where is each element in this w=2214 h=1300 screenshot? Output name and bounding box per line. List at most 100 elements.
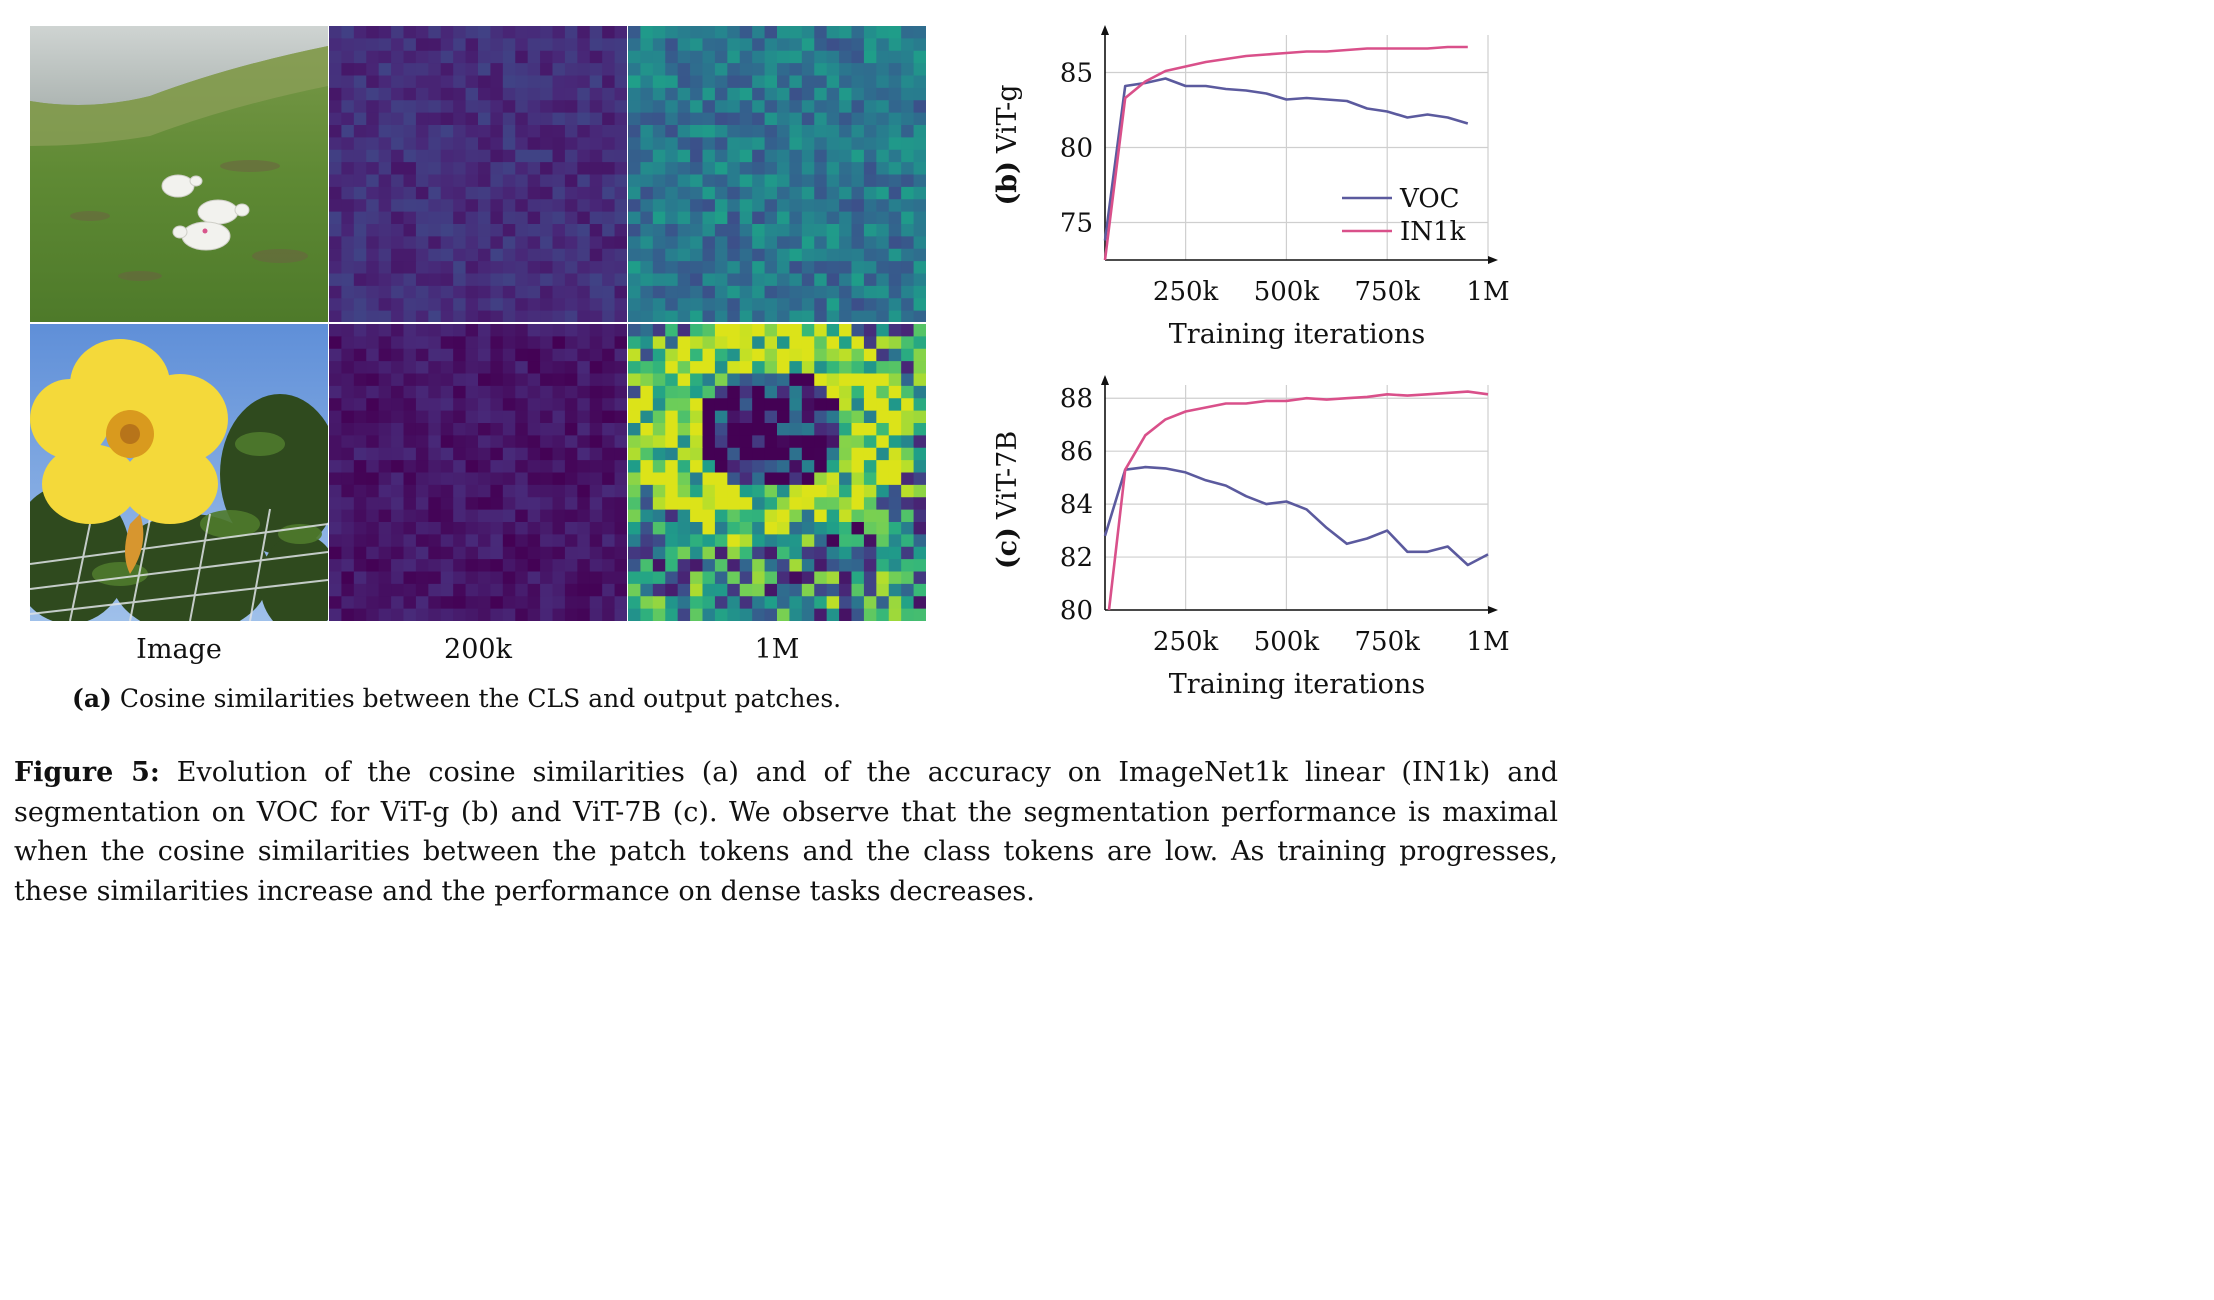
- heatmap-cell: [614, 435, 627, 449]
- heatmap-cell: [378, 423, 392, 436]
- heatmap-cell: [515, 509, 529, 523]
- heatmap-cell: [403, 310, 417, 322]
- heatmap-cell: [527, 149, 541, 163]
- heatmap-cell: [814, 361, 828, 375]
- heatmap-cell: [527, 447, 541, 461]
- heatmap-cell: [614, 509, 627, 523]
- heatmap-cell: [801, 224, 815, 237]
- heatmap-cell: [764, 410, 778, 424]
- heatmap-cell: [826, 100, 840, 114]
- heatmap-cell: [876, 63, 890, 77]
- heatmap-cell: [353, 137, 367, 151]
- heatmap-cell: [652, 186, 666, 200]
- heatmap-cell: [341, 38, 355, 52]
- heatmap-cell: [826, 63, 840, 77]
- heatmap-cell: [690, 460, 704, 474]
- heatmap-cell: [789, 50, 803, 64]
- heatmap-cell: [764, 348, 778, 362]
- heatmap-cell: [814, 298, 828, 312]
- heatmap-cell: [378, 596, 392, 610]
- heatmap-cell: [727, 174, 741, 188]
- heatmap-cell: [777, 546, 791, 560]
- heatmap-cell: [540, 125, 554, 138]
- heatmap-cell: [863, 348, 877, 362]
- heatmap-cell: [353, 546, 367, 560]
- heatmap-cell: [540, 509, 554, 523]
- heatmap-cell: [777, 112, 791, 126]
- heatmap-cell: [876, 112, 890, 126]
- heatmap-cell: [888, 310, 902, 322]
- heatmap-cell: [502, 87, 516, 101]
- heatmap-cell: [415, 385, 429, 399]
- heatmap-cell: [378, 361, 392, 375]
- heatmap-cell: [640, 361, 654, 375]
- heatmap-cell: [602, 248, 616, 262]
- heatmap-cell: [614, 559, 627, 573]
- heatmap-cell: [440, 385, 454, 399]
- heatmap-cell: [465, 298, 479, 312]
- heatmap-cell: [490, 100, 504, 114]
- heatmap-cell: [863, 26, 877, 39]
- heatmap-cell: [453, 112, 467, 126]
- heatmap-cell: [403, 324, 417, 337]
- heatmap-cell: [440, 348, 454, 362]
- heatmap-cell: [752, 186, 766, 200]
- heatmap-cell: [677, 310, 691, 322]
- heatmap-cell: [752, 261, 766, 275]
- heatmap-cell: [901, 38, 915, 52]
- heatmap-cell: [839, 224, 853, 237]
- heatmap-cell: [665, 423, 679, 436]
- heatmap-cell: [515, 285, 529, 299]
- heatmap-cell: [341, 112, 355, 126]
- heatmap-cell: [839, 522, 853, 535]
- heatmap-cell: [913, 162, 926, 176]
- heatmap-cell: [465, 174, 479, 188]
- heatmap-cell: [702, 87, 716, 101]
- heatmap-cell: [540, 385, 554, 399]
- heatmap-cell: [453, 410, 467, 424]
- heatmap-cell: [353, 199, 367, 213]
- heatmap-cell: [589, 298, 603, 312]
- heatmap-cell: [589, 348, 603, 362]
- heatmap-cell: [714, 75, 728, 89]
- heatmap-cell: [901, 546, 915, 560]
- heatmap-cell: [415, 310, 429, 322]
- heatmap-cell: [341, 361, 355, 375]
- heatmap-cell: [690, 447, 704, 461]
- heatmap-cell: [540, 112, 554, 126]
- heatmap-cell: [577, 75, 591, 89]
- heatmap-cell: [714, 236, 728, 250]
- heatmap-cell: [640, 236, 654, 250]
- heatmap-cell: [453, 373, 467, 387]
- heatmap-cell: [839, 285, 853, 299]
- chart-vit-g: (b)ViT-g Training iterations 250k 500k 750…: [992, 25, 1510, 350]
- heatmap-cell: [839, 211, 853, 225]
- heatmap-cell: [677, 522, 691, 535]
- heatmap-cell: [739, 546, 753, 560]
- heatmap-cell: [752, 324, 766, 337]
- heatmap-cell: [465, 248, 479, 262]
- heatmap-cell: [702, 285, 716, 299]
- heatmap-cell: [714, 398, 728, 412]
- heatmap-cell: [814, 112, 828, 126]
- heatmap-cell: [801, 63, 815, 77]
- heatmap-cell: [640, 224, 654, 237]
- heatmap-cell: [851, 236, 865, 250]
- heatmap-cell: [888, 559, 902, 573]
- heatmap-cell: [552, 534, 566, 548]
- heatmap-cell: [577, 285, 591, 299]
- heatmap-cell: [478, 87, 492, 101]
- heatmap-cell: [602, 38, 616, 52]
- heatmap-cell: [888, 211, 902, 225]
- heatmap-cell: [552, 398, 566, 412]
- heatmap-cell: [851, 559, 865, 573]
- heatmap-cell: [391, 385, 405, 399]
- heatmap-cell: [465, 497, 479, 511]
- heatmap-cell: [415, 285, 429, 299]
- heatmap-cell: [589, 373, 603, 387]
- chart-b-xlabel: Training iterations: [1169, 319, 1425, 350]
- heatmap-cell: [403, 361, 417, 375]
- heatmap-cell: [851, 261, 865, 275]
- chart-b-y-axis-arrow: [1101, 25, 1109, 35]
- heatmap-cell: [391, 559, 405, 573]
